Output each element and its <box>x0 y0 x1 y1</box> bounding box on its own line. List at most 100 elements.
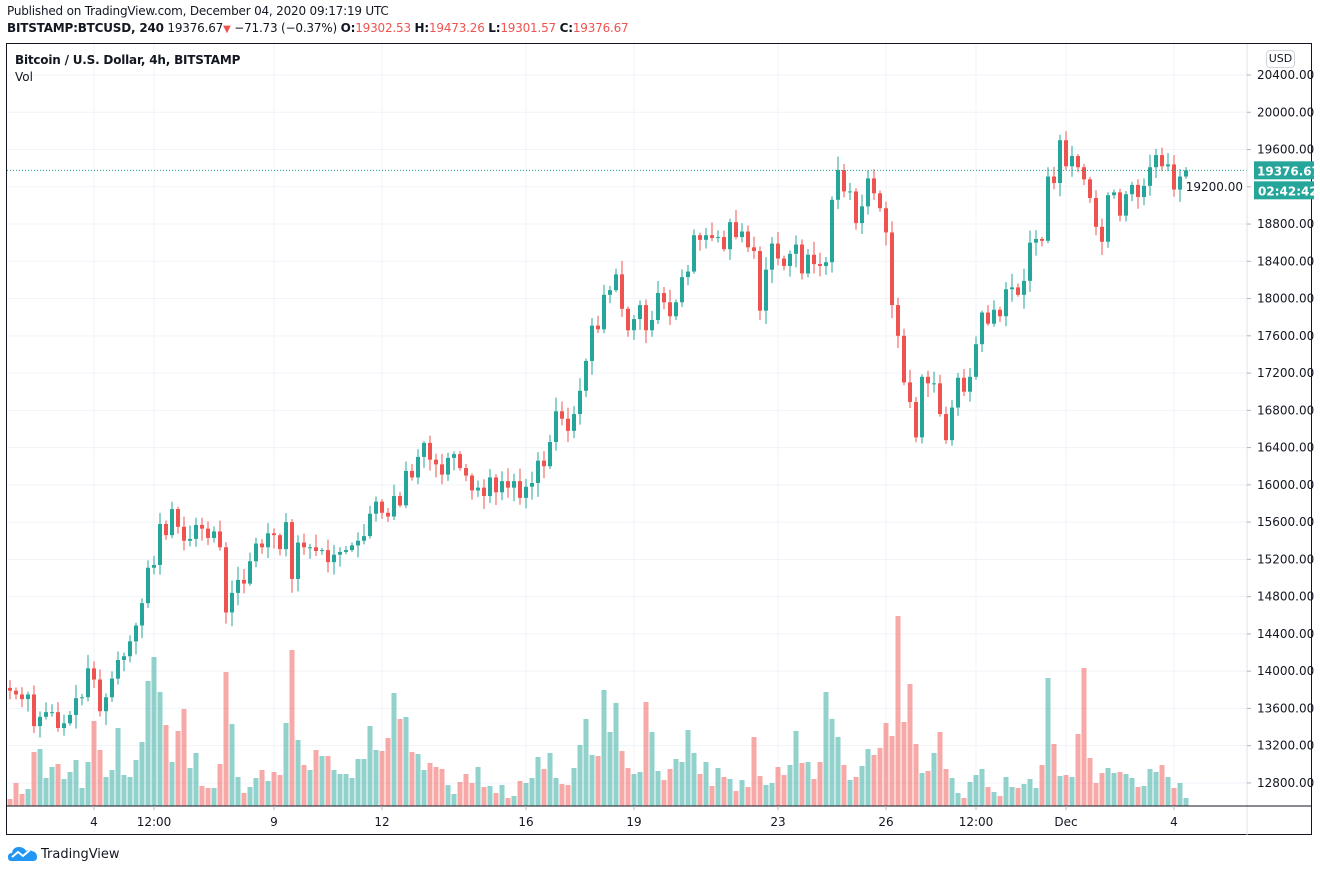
candle-body <box>938 383 942 415</box>
candle-body <box>458 454 462 469</box>
candle-body <box>1034 238 1038 243</box>
chart-legend-title: Bitcoin / U.S. Dollar, 4h, BITSTAMP <box>15 53 241 67</box>
candle-body <box>482 487 486 497</box>
low-value: 19301.57 <box>500 21 556 35</box>
volume-bar <box>121 775 127 806</box>
volume-bar <box>997 796 1003 806</box>
volume-bar <box>151 657 157 806</box>
candle-body <box>590 325 594 361</box>
volume-bar <box>175 731 181 806</box>
volume-bar <box>7 799 13 806</box>
volume-bar <box>733 791 739 806</box>
candle-body <box>488 477 492 497</box>
candle-body <box>512 481 516 488</box>
candle-body <box>884 208 888 233</box>
candle-body <box>284 522 288 550</box>
candle-body <box>338 551 342 555</box>
volume-bar <box>403 717 409 806</box>
candle-body <box>752 247 756 252</box>
volume-bar <box>559 784 565 806</box>
candle-body <box>134 625 138 642</box>
volume-bar <box>43 778 49 806</box>
volume-bar <box>1177 783 1183 806</box>
volume-bar <box>553 778 559 806</box>
volume-bar <box>331 770 337 806</box>
price-tick-label: 13200.00 <box>1257 739 1314 753</box>
close-value: 19376.67 <box>572 21 629 35</box>
volume-bar <box>799 763 805 806</box>
candle-body <box>32 694 36 727</box>
high-value: 19473.26 <box>428 21 485 35</box>
candle-body <box>1082 167 1086 180</box>
candle-body <box>1166 164 1170 167</box>
volume-bar <box>199 786 205 806</box>
candle-body <box>344 550 348 552</box>
volume-bar <box>37 749 43 806</box>
candle-body <box>1052 176 1056 184</box>
volume-bar <box>1081 668 1087 806</box>
candle-body <box>1148 167 1152 186</box>
volume-bar <box>193 753 199 806</box>
volume-bar <box>1099 773 1105 806</box>
volume-bar <box>1039 765 1045 806</box>
candle-body <box>506 481 510 488</box>
candle-body <box>20 694 24 700</box>
candle-body <box>398 496 402 506</box>
volume-bar <box>901 722 907 806</box>
candle-body <box>962 377 966 392</box>
candle-body <box>176 509 180 527</box>
candle-body <box>758 251 762 311</box>
volume-bar <box>1087 758 1093 806</box>
candle-body <box>698 235 702 240</box>
candle-body <box>902 335 906 383</box>
volume-bar <box>1141 786 1147 806</box>
candle-body <box>1178 176 1182 190</box>
volume-bar <box>1033 788 1039 806</box>
candle-body <box>224 547 228 613</box>
volume-bar <box>841 765 847 806</box>
volume-bar <box>163 725 169 806</box>
volume-bar <box>145 681 151 806</box>
time-tick-label: 12:00 <box>959 815 994 829</box>
candle-body <box>1124 194 1128 216</box>
volume-bar <box>13 783 19 806</box>
candle-body <box>56 712 60 728</box>
volume-bar <box>1123 774 1129 806</box>
candle-body <box>272 533 276 536</box>
candle-body <box>644 305 648 331</box>
volume-bar <box>109 770 115 806</box>
volume-bar <box>805 762 811 806</box>
candle-body <box>116 659 120 679</box>
currency-button[interactable]: USD <box>1266 50 1295 68</box>
candle-body <box>1112 192 1116 196</box>
candle-body <box>524 486 528 498</box>
candle-body <box>44 712 48 717</box>
volume-bar <box>571 768 577 806</box>
volume-bar <box>955 793 961 806</box>
countdown-label: 02:42:42 <box>1258 184 1318 198</box>
volume-bar <box>373 750 379 806</box>
volume-bar <box>1051 744 1057 806</box>
time-tick-label: 9 <box>270 815 278 829</box>
last-price-badge-label: 19376.67 <box>1257 164 1320 178</box>
low-label: L: <box>488 21 501 35</box>
candle-body <box>812 254 816 265</box>
volume-bar <box>247 787 253 806</box>
candle-body <box>998 309 1002 317</box>
volume-bar <box>355 759 361 806</box>
candle-body <box>836 170 840 200</box>
candle-body <box>158 523 162 565</box>
volume-bar <box>457 782 463 806</box>
candle-body <box>14 690 18 695</box>
price-tick-label: 16000.00 <box>1257 478 1314 492</box>
candle-body <box>614 274 618 291</box>
candle-body <box>548 442 552 467</box>
candle-body <box>1076 156 1080 168</box>
volume-bar <box>877 748 883 806</box>
candle-body <box>782 258 786 266</box>
candle-body <box>860 206 864 224</box>
volume-bar <box>55 764 61 806</box>
candle-body <box>440 464 444 475</box>
volume-bar <box>283 723 289 806</box>
